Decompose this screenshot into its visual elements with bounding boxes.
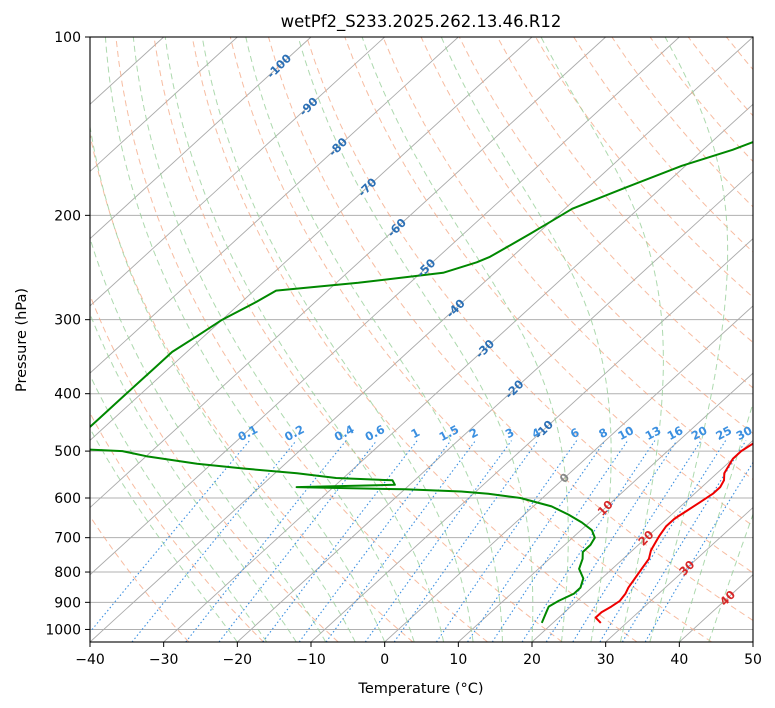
moist-adiabat-line — [649, 37, 729, 642]
mixing-ratio-label: 20 — [689, 423, 710, 443]
chart-title: wetPf2_S233.2025.262.13.46.R12 — [281, 12, 562, 32]
isotherm-line — [163, 103, 753, 642]
x-tick-label: −20 — [223, 652, 253, 668]
isotherm-line — [90, 37, 312, 240]
x-axis-label: Temperature (°C) — [357, 681, 483, 697]
moist-adiabat-line — [90, 312, 297, 642]
mixing-ratio-line — [131, 440, 297, 642]
isotherm-line — [90, 37, 238, 173]
y-tick-label: 1000 — [45, 622, 81, 638]
moist-adiabat-line — [90, 124, 356, 642]
moist-adiabat-line — [361, 37, 569, 642]
y-tick-label: 100 — [54, 30, 81, 46]
isotherm-line — [458, 372, 753, 642]
x-tick-label: 40 — [670, 652, 688, 668]
mixing-ratio-line — [491, 440, 629, 642]
y-axis-label: Pressure (hPa) — [14, 288, 30, 392]
x-tick-label: −30 — [149, 652, 179, 668]
isotherm-line — [90, 37, 680, 576]
dry-adiabat-line — [535, 37, 753, 298]
dry-adiabat-line — [90, 515, 190, 642]
dry-adiabat-line — [268, 37, 753, 622]
y-tick-label: 600 — [54, 491, 81, 507]
y-tick-label: 300 — [54, 313, 81, 329]
mixing-ratio-label: 16 — [665, 423, 686, 443]
moist-adiabat-line — [708, 513, 753, 642]
isotherm-line — [90, 37, 533, 441]
mixing-ratio-label: 13 — [643, 423, 664, 443]
mixing-ratio-label: 25 — [713, 423, 734, 443]
isotherm-line — [605, 506, 753, 642]
y-tick-label: 900 — [54, 595, 81, 611]
background-lines — [90, 37, 753, 642]
isotherm-line — [531, 439, 753, 642]
moist-adiabat-line — [164, 37, 445, 642]
x-tick-label: 0 — [380, 652, 389, 668]
mixing-ratio-label: 10 — [615, 423, 636, 443]
isotherm-line — [90, 37, 606, 509]
isotherm-line — [237, 170, 753, 642]
moist-adiabat-line — [201, 37, 474, 642]
moist-adiabat-line — [440, 37, 612, 642]
moist-adiabat-line — [297, 37, 534, 642]
y-tick-label: 500 — [54, 444, 81, 460]
isotherm-line — [90, 37, 385, 307]
mixing-ratio-line — [572, 440, 702, 642]
y-tick-label: 200 — [54, 208, 81, 224]
mixing-ratio-line — [599, 440, 727, 642]
profile-series — [90, 140, 753, 624]
dry-adiabat-line — [115, 37, 488, 642]
isotherm-line — [310, 238, 753, 642]
dry-adiabat-line — [229, 37, 712, 642]
dry-adiabat-line — [191, 37, 638, 642]
mixing-ratio-line — [521, 440, 656, 642]
isotherm-line — [90, 37, 459, 374]
dry-adiabat-line — [90, 412, 264, 642]
mixing-ratio-line — [325, 440, 476, 642]
moist-adiabat-line — [90, 374, 268, 642]
mixing-ratio-line — [90, 440, 251, 633]
moist-adiabat-line — [104, 37, 386, 642]
dry-adiabat-line — [344, 37, 753, 527]
x-tick-label: 20 — [523, 652, 541, 668]
temperature-line — [594, 442, 753, 624]
x-tick-label: 10 — [449, 652, 467, 668]
moist-adiabat-line — [90, 236, 327, 642]
x-tick-label: 50 — [744, 652, 762, 668]
plot-frame — [89, 36, 754, 643]
x-tick-label: −40 — [75, 652, 105, 668]
mixing-ratio-line — [364, 440, 512, 642]
moist-adiabat-line — [245, 37, 503, 642]
isotherm-line — [90, 37, 753, 642]
dewpoint-line — [90, 140, 753, 624]
isotherm-line — [384, 305, 753, 642]
moist-adiabat-line — [540, 37, 664, 642]
isoline-labels: 0.1 0.2 0.4 0.6 1 1.5 2 3 4 6 8 10 13 16 20 25 30-100-90… — [235, 51, 754, 609]
y-tick-label: 700 — [54, 531, 81, 547]
dry-adiabat-line — [306, 37, 753, 574]
mixing-ratio-line — [467, 440, 606, 642]
mixing-ratio-line — [644, 461, 753, 642]
dry-adiabat-line — [153, 37, 563, 642]
mixing-ratio-line — [621, 440, 747, 642]
mixing-ratio-line — [545, 440, 678, 642]
mixing-ratio-line — [435, 440, 578, 642]
dry-adiabat-line — [496, 37, 753, 344]
dry-adiabat-line — [90, 131, 414, 642]
moist-adiabat-line — [678, 401, 753, 642]
y-tick-label: 400 — [54, 387, 81, 403]
moist-adiabat-line — [90, 427, 238, 642]
mixing-ratio-label: 30 — [734, 423, 755, 443]
y-tick-label: 800 — [54, 565, 81, 581]
axes: −40 −30 −20 −10 0 10 20 30 40 50 100 200 300 400 500 60… — [45, 30, 762, 668]
x-tick-label: 30 — [597, 652, 615, 668]
x-tick-label: −10 — [296, 652, 326, 668]
dry-adiabat-line — [382, 37, 753, 481]
